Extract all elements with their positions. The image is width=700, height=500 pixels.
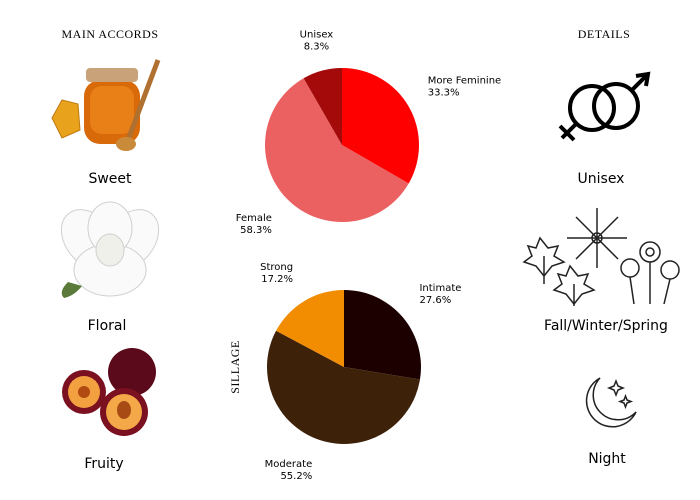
accord-label: Floral <box>88 318 127 334</box>
slice-value-label: 58.3% <box>240 225 272 236</box>
pie-slice <box>303 68 342 145</box>
accord-label: Fruity <box>84 456 123 472</box>
chart-title: SILLAGE <box>228 340 242 394</box>
detail-label: Fall/Winter/Spring <box>544 318 668 334</box>
detail-label: Night <box>588 451 626 467</box>
slice-label: More Feminine <box>428 76 501 87</box>
detail-label: Unisex <box>578 171 625 187</box>
pie-slice <box>342 68 419 184</box>
accords-title: MAIN ACCORDS <box>61 27 158 41</box>
slice-value-label: 17.2% <box>261 274 293 285</box>
slice-value-label: 33.3% <box>428 88 460 99</box>
slice-label: Unisex <box>300 29 334 40</box>
night-icon <box>585 377 637 428</box>
seasons-icon <box>522 208 680 306</box>
pie-slice <box>276 290 344 367</box>
details-title: DETAILS <box>578 27 631 41</box>
pie-slice <box>264 78 409 223</box>
slice-label: Intimate <box>419 283 461 294</box>
slice-value-label: 27.6% <box>419 295 451 306</box>
slice-value-label: 55.2% <box>280 471 312 482</box>
gender-icon <box>558 71 651 142</box>
flower-image <box>60 201 160 298</box>
pie-slice <box>344 290 422 380</box>
slice-value-label: 8.3% <box>304 41 329 52</box>
accord-label: Sweet <box>88 171 132 187</box>
honey-image <box>51 59 161 151</box>
slice-label: Strong <box>260 262 293 273</box>
plum-image <box>62 348 156 436</box>
slice-label: Female <box>236 213 272 224</box>
pie-slice <box>267 330 420 444</box>
slice-label: Moderate <box>265 459 313 470</box>
